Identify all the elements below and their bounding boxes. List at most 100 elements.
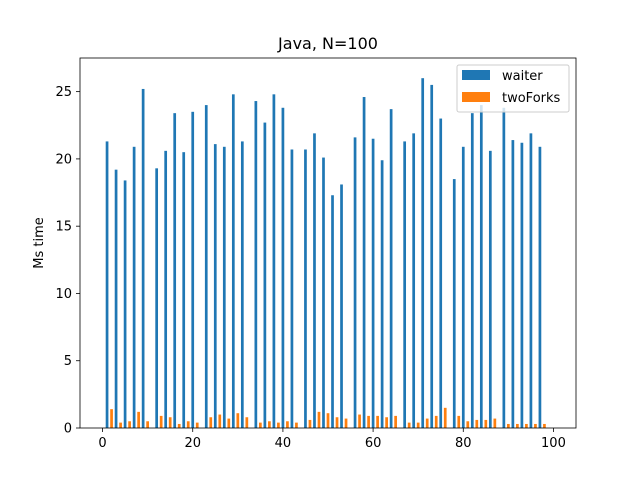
- bar-waiter-82: [470, 113, 474, 428]
- bar-twoforks-6: [128, 421, 131, 428]
- bar-waiter-67: [403, 141, 407, 429]
- bar-twoforks-8: [137, 411, 140, 428]
- bar-twoforks-54: [344, 418, 348, 428]
- x-tick-label: 80: [455, 436, 472, 451]
- y-axis: 0 5 10 15 20 25: [55, 85, 80, 437]
- bar-twoforks-85: [484, 419, 488, 428]
- bar-waiter-56: [353, 137, 357, 428]
- legend: waiter twoForks: [456, 64, 570, 113]
- y-tick-label: 5: [64, 354, 72, 369]
- bar-twoforks-96: [534, 423, 537, 428]
- bar-twoforks-61: [376, 415, 379, 428]
- bar-twoforks-4: [119, 422, 122, 428]
- bar-twoforks-46: [308, 419, 312, 428]
- bar-twoforks-74: [434, 415, 438, 428]
- bar-twoforks-70: [416, 422, 420, 428]
- bar-waiter-38: [272, 94, 276, 428]
- bar-waiter-3: [114, 169, 118, 429]
- bar-waiter-53: [340, 184, 343, 428]
- bar-twoforks-63: [385, 417, 388, 428]
- x-tick-label: 40: [275, 436, 292, 451]
- bar-twoforks-65: [394, 415, 397, 428]
- legend-swatch-waiter: [462, 70, 490, 80]
- bar-waiter-18: [182, 152, 186, 428]
- bar-waiter-40: [281, 107, 285, 428]
- bar-waiter-45: [304, 149, 307, 429]
- bar-waiter-78: [452, 179, 456, 428]
- bar-waiter-95: [529, 133, 533, 428]
- bar-twoforks-39: [277, 422, 280, 428]
- bar-waiter-12: [155, 168, 159, 428]
- x-tick-label: 60: [365, 436, 382, 451]
- legend-swatch-twoforks: [462, 92, 490, 102]
- bar-waiter-91: [511, 140, 515, 428]
- bar-waiter-16: [173, 113, 177, 428]
- bar-twoforks-32: [245, 417, 249, 428]
- bar-waiter-9: [141, 88, 145, 428]
- bar-waiter-62: [380, 160, 384, 428]
- bar-twoforks-28: [227, 418, 231, 428]
- bar-waiter-14: [164, 150, 168, 428]
- bar-twoforks-57: [358, 414, 361, 428]
- bar-twoforks-90: [507, 423, 510, 428]
- bar-waiter-86: [488, 150, 492, 428]
- bar-waiter-49: [322, 157, 325, 428]
- bar-twoforks-79: [457, 415, 461, 428]
- bar-waiter-58: [362, 97, 366, 429]
- x-tick-label: 100: [541, 436, 566, 451]
- bar-twoforks-35: [259, 422, 262, 428]
- bar-twoforks-2: [110, 409, 113, 428]
- bar-waiter-36: [263, 122, 267, 428]
- bar-waiter-7: [132, 146, 136, 429]
- bar-twoforks-83: [475, 419, 479, 428]
- bar-waiter-34: [254, 101, 258, 429]
- y-tick-label: 0: [64, 422, 72, 437]
- bar-twoforks-72: [425, 418, 429, 428]
- bar-twoforks-41: [286, 421, 289, 428]
- bar-twoforks-15: [168, 417, 172, 428]
- bar-waiter-89: [502, 107, 506, 428]
- y-axis-label: Ms time: [32, 217, 47, 269]
- bar-waiter-93: [520, 142, 524, 428]
- bar-waiter-20: [191, 111, 195, 428]
- bar-waiter-51: [331, 195, 334, 428]
- y-tick-label: 25: [55, 85, 72, 100]
- bar-waiter-84: [479, 105, 483, 428]
- y-tick-label: 10: [55, 287, 72, 302]
- chart-title: Java, N=100: [277, 34, 378, 53]
- bar-twoforks-52: [335, 417, 339, 428]
- x-tick-label: 0: [98, 436, 106, 451]
- plot-frame: [79, 57, 577, 429]
- y-tick-label: 20: [55, 152, 72, 167]
- x-axis: 0 20 40 60 80 100: [98, 428, 566, 451]
- y-tick-label: 15: [55, 220, 72, 235]
- bar-twoforks-59: [367, 415, 370, 428]
- bars-layer: [105, 78, 546, 429]
- bar-waiter-1: [105, 141, 109, 429]
- legend-label-waiter: waiter: [502, 69, 543, 84]
- bar-twoforks-13: [159, 415, 163, 428]
- bar-waiter-80: [461, 146, 465, 429]
- bar-waiter-64: [389, 109, 393, 428]
- bar-twoforks-26: [218, 414, 222, 428]
- bar-waiter-25: [213, 144, 217, 429]
- bar-twoforks-19: [186, 421, 190, 428]
- bar-waiter-31: [240, 141, 244, 429]
- bar-waiter-73: [430, 84, 434, 428]
- bar-waiter-42: [290, 149, 294, 429]
- bar-twoforks-24: [209, 417, 213, 428]
- bar-twoforks-17: [177, 423, 181, 428]
- legend-label-twoforks: twoForks: [502, 91, 561, 106]
- bar-twoforks-98: [543, 423, 546, 428]
- bar-waiter-29: [231, 94, 235, 428]
- bar-waiter-60: [371, 138, 375, 429]
- x-tick-label: 20: [184, 436, 201, 451]
- bar-twoforks-10: [146, 421, 149, 428]
- bar-twoforks-81: [466, 421, 470, 428]
- bar-twoforks-87: [493, 418, 497, 428]
- bar-waiter-47: [313, 133, 316, 428]
- bar-twoforks-30: [236, 413, 240, 428]
- bar-waiter-69: [412, 133, 416, 428]
